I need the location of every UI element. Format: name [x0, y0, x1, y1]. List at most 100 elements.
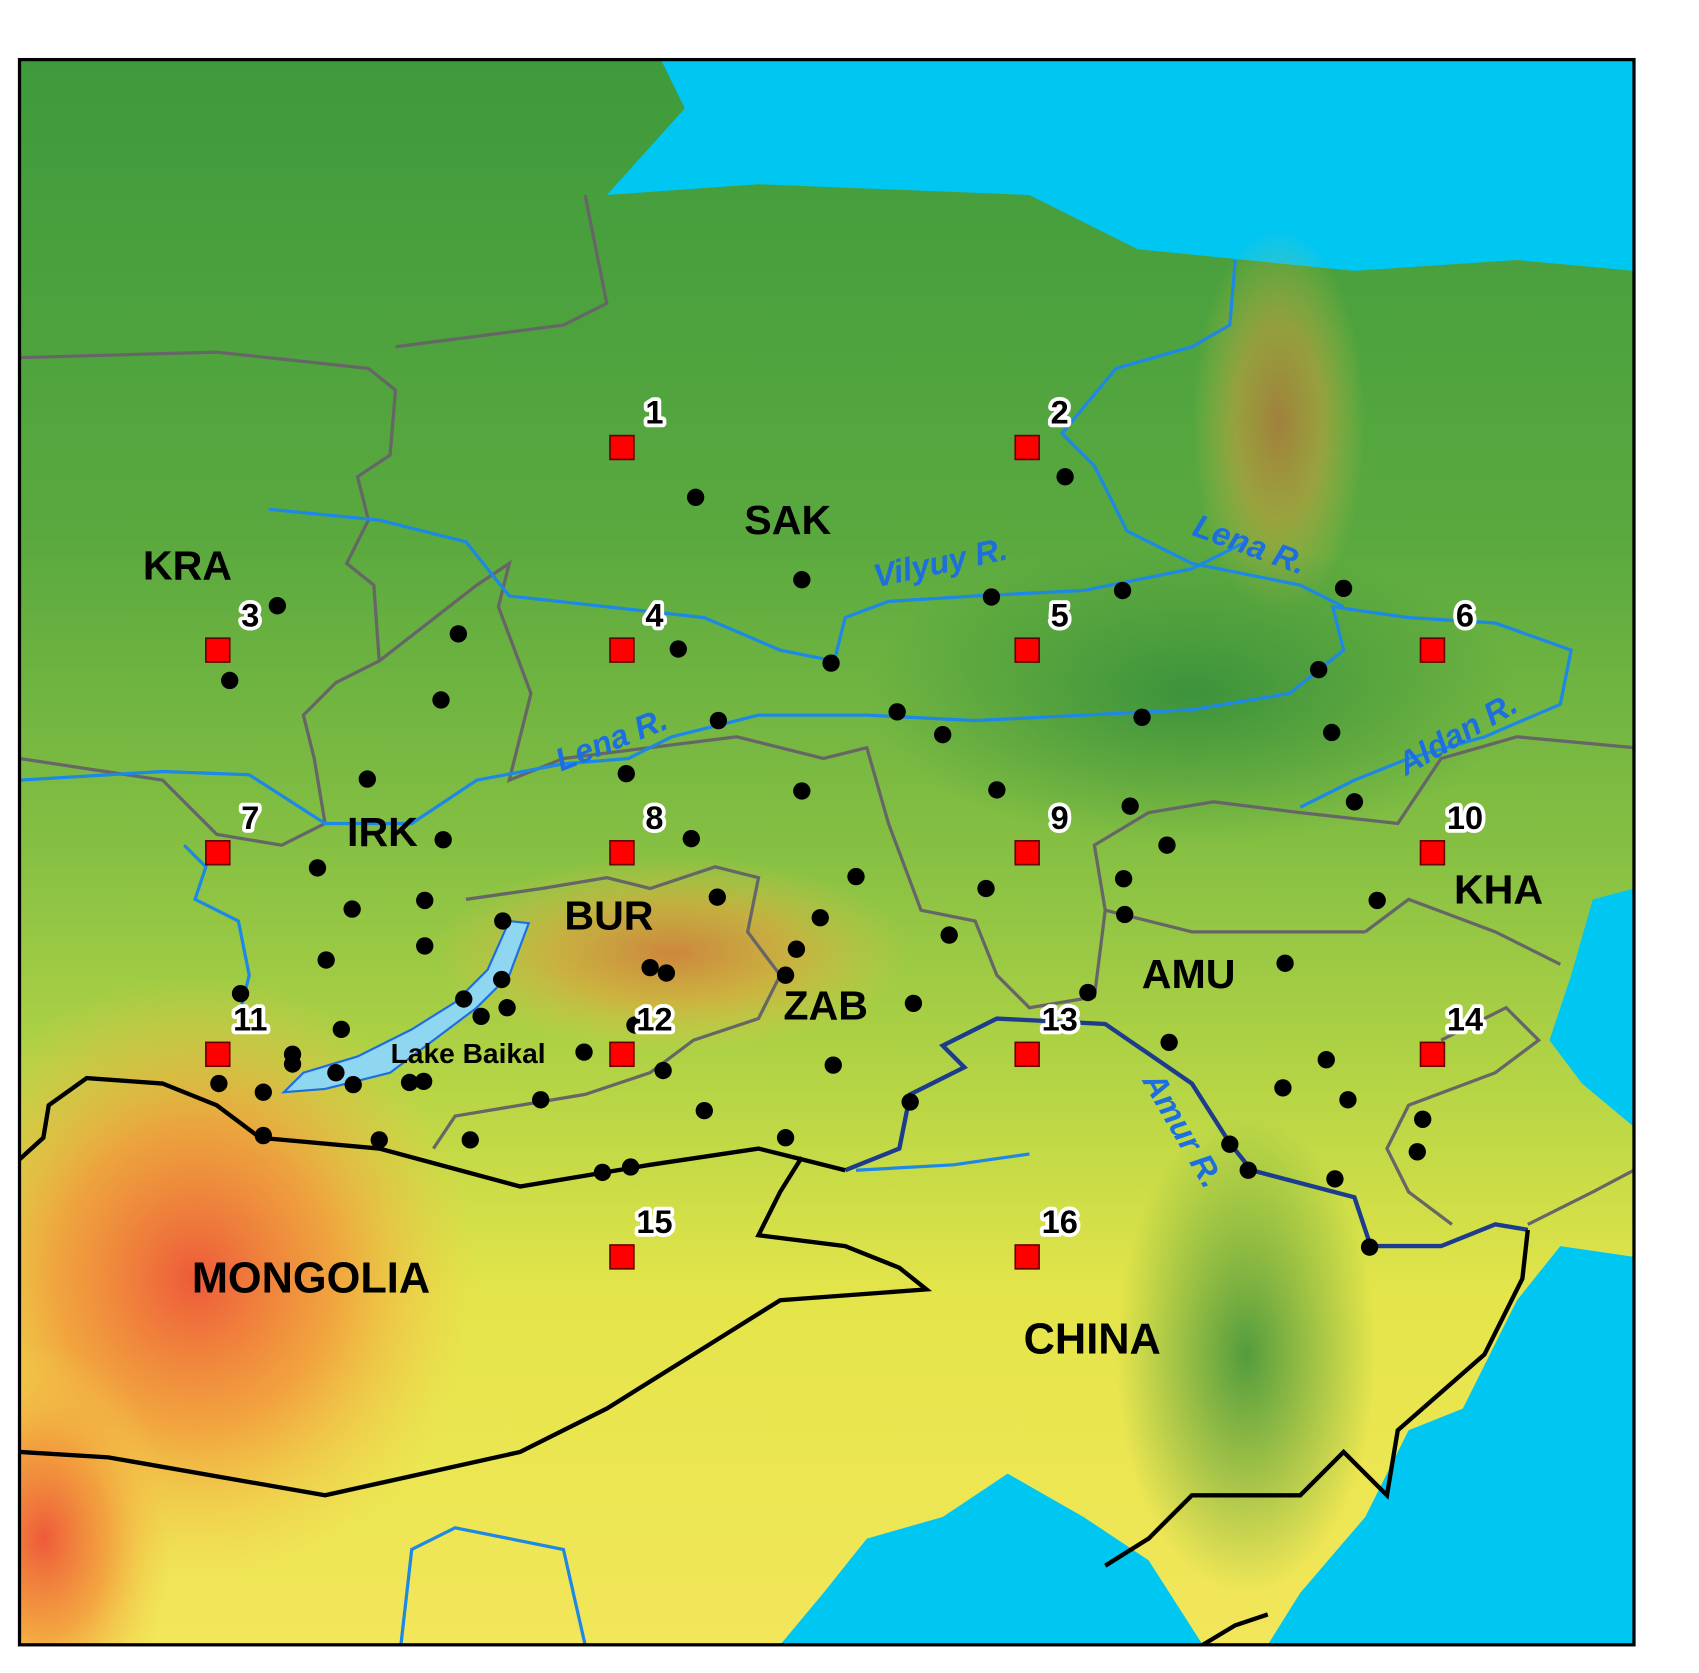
station: [416, 937, 434, 955]
station: [682, 829, 700, 848]
station: [1113, 581, 1132, 600]
site-marker: [609, 1244, 635, 1270]
station: [308, 859, 327, 877]
station: [317, 951, 335, 969]
region-label: AMU: [1142, 951, 1236, 997]
station: [461, 1131, 479, 1149]
site-marker: [1014, 1041, 1040, 1068]
admin-border: [1364, 897, 1562, 966]
admin-border: [1092, 735, 1634, 911]
station: [1114, 870, 1133, 888]
station: [221, 671, 239, 690]
station: [472, 1007, 490, 1026]
station: [414, 1072, 433, 1091]
region-label: CHINA: [1024, 1315, 1161, 1363]
river: [1059, 259, 1345, 609]
station: [416, 891, 434, 910]
site-marker: [609, 434, 635, 461]
station: [1239, 1161, 1257, 1179]
site-label: 6: [1456, 597, 1474, 633]
site-marker: [205, 1041, 231, 1068]
station: [575, 1043, 593, 1061]
site-marker: [609, 840, 635, 866]
station: [1221, 1135, 1239, 1153]
region-label: BUR: [564, 893, 653, 939]
station: [283, 1055, 302, 1073]
region-label: ZAB: [783, 983, 868, 1029]
station: [888, 703, 906, 721]
station: [1310, 660, 1328, 679]
station: [621, 1158, 640, 1176]
site-marker: [205, 637, 231, 663]
site-label: 1: [645, 395, 663, 431]
station: [1323, 723, 1341, 742]
site-label: 10: [1447, 800, 1483, 836]
station: [449, 625, 468, 643]
national-border: [1201, 1612, 1269, 1645]
rivers: [19, 259, 1574, 1645]
river: [855, 1152, 1030, 1172]
site-label: 12: [636, 1001, 672, 1037]
admin-border: [19, 350, 398, 847]
station: [358, 770, 376, 788]
station: [669, 640, 687, 658]
station: [988, 781, 1006, 799]
station: [793, 782, 811, 800]
site-label: 14: [1447, 1001, 1483, 1037]
station: [1116, 905, 1134, 924]
lowland: [1116, 1116, 1377, 1593]
station: [847, 867, 865, 886]
station: [811, 909, 829, 927]
region-label: SAK: [744, 497, 831, 543]
station: [904, 994, 923, 1013]
station: [332, 1020, 350, 1039]
national-border: [1104, 1229, 1530, 1568]
highland: [19, 1343, 174, 1645]
river: [268, 507, 1247, 663]
site-marker: [1014, 840, 1040, 866]
station: [654, 1061, 672, 1080]
site-marker: [1014, 1244, 1040, 1270]
station: [1079, 983, 1097, 1002]
station: [210, 1074, 228, 1093]
station: [1408, 1143, 1426, 1161]
station: [498, 999, 516, 1017]
highland: [433, 856, 911, 1052]
frame: [17, 57, 1636, 1647]
station: [982, 588, 1001, 606]
station: [824, 1056, 842, 1074]
station: [400, 1073, 419, 1092]
national-border: [19, 1156, 933, 1498]
admin-border: [395, 194, 609, 349]
station: [344, 1075, 362, 1094]
station: [934, 725, 952, 744]
station: [1133, 708, 1151, 726]
site-label: 4: [645, 597, 663, 633]
station: [327, 1064, 345, 1082]
station: [434, 831, 452, 849]
station: [1345, 793, 1364, 811]
admin-border: [378, 559, 1366, 1010]
station: [1360, 1238, 1379, 1256]
site-marker: [1014, 637, 1040, 663]
station: [977, 879, 995, 898]
station: [1414, 1110, 1432, 1128]
lowland: [866, 541, 1517, 846]
site-marker: [609, 637, 635, 663]
site-label: 2: [1051, 395, 1069, 431]
site-label: 16: [1042, 1204, 1078, 1240]
station: [822, 654, 840, 672]
river: [399, 1526, 587, 1645]
site-label: 11: [233, 1001, 267, 1037]
station: [268, 597, 287, 615]
station: [370, 1131, 388, 1149]
lake-label: Lake Baikal: [391, 1037, 546, 1069]
station: [1334, 579, 1353, 598]
station: [1276, 954, 1294, 972]
highland: [1191, 227, 1366, 618]
amur-river: [844, 1016, 1529, 1249]
station: [1158, 836, 1176, 854]
station: [1368, 891, 1386, 910]
station: [432, 691, 450, 709]
